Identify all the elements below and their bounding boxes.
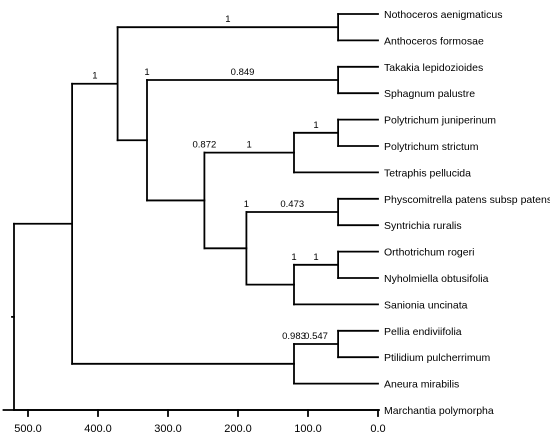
axis-tick-label: 500.0 bbox=[14, 423, 42, 435]
tree-branches bbox=[11, 13, 379, 411]
taxon-label: Physcomitrella patens subsp patens bbox=[384, 194, 550, 206]
axis-tick-label: 300.0 bbox=[154, 423, 182, 435]
time-axis: 500.0 400.0 300.0 200.0 100.0 0.0 bbox=[2, 409, 386, 435]
tree-labels: Nothoceros aenigmaticus Anthoceros formos… bbox=[92, 9, 550, 417]
axis-tick-label: 0.0 bbox=[370, 423, 385, 435]
support-value: 0.872 bbox=[193, 140, 217, 151]
support-value: 1 bbox=[144, 67, 149, 78]
support-value: 0.547 bbox=[304, 331, 328, 342]
axis-tick-label: 200.0 bbox=[224, 423, 252, 435]
support-value: 0.473 bbox=[280, 199, 304, 210]
taxon-label: Tetraphis pellucida bbox=[384, 167, 471, 179]
taxon-label: Polytrichum strictum bbox=[384, 141, 479, 153]
support-value: 1 bbox=[244, 199, 249, 210]
support-value: 1 bbox=[247, 140, 252, 151]
support-value: 1 bbox=[225, 14, 230, 25]
taxon-label: Anthoceros formosae bbox=[384, 35, 484, 47]
taxon-label: Marchantia polymorpha bbox=[384, 405, 494, 417]
support-value: 1 bbox=[313, 120, 318, 131]
support-value: 1 bbox=[313, 252, 318, 263]
support-value: 1 bbox=[92, 71, 97, 82]
taxon-label: Sphagnum palustre bbox=[384, 88, 475, 100]
support-value: 0.983 bbox=[282, 331, 306, 342]
axis-tick-label: 400.0 bbox=[84, 423, 112, 435]
taxon-label: Orthotrichum rogeri bbox=[384, 247, 474, 259]
taxon-label: Syntrichia ruralis bbox=[384, 220, 462, 232]
taxon-label: Nyholmiella obtusifolia bbox=[384, 273, 489, 285]
taxon-label: Pellia endiviifolia bbox=[384, 326, 462, 338]
taxon-label: Aneura mirabilis bbox=[384, 379, 459, 391]
axis-tick-label: 100.0 bbox=[294, 423, 322, 435]
taxon-label: Nothoceros aenigmaticus bbox=[384, 9, 502, 21]
support-value: 0.849 bbox=[231, 67, 255, 78]
taxon-label: Ptilidium pulcherrimum bbox=[384, 352, 490, 364]
support-value: 1 bbox=[291, 252, 296, 263]
taxon-label: Sanionia uncinata bbox=[384, 299, 468, 311]
taxon-label: Takakia lepidozioides bbox=[384, 62, 483, 74]
taxon-label: Polytrichum juniperinum bbox=[384, 115, 496, 127]
